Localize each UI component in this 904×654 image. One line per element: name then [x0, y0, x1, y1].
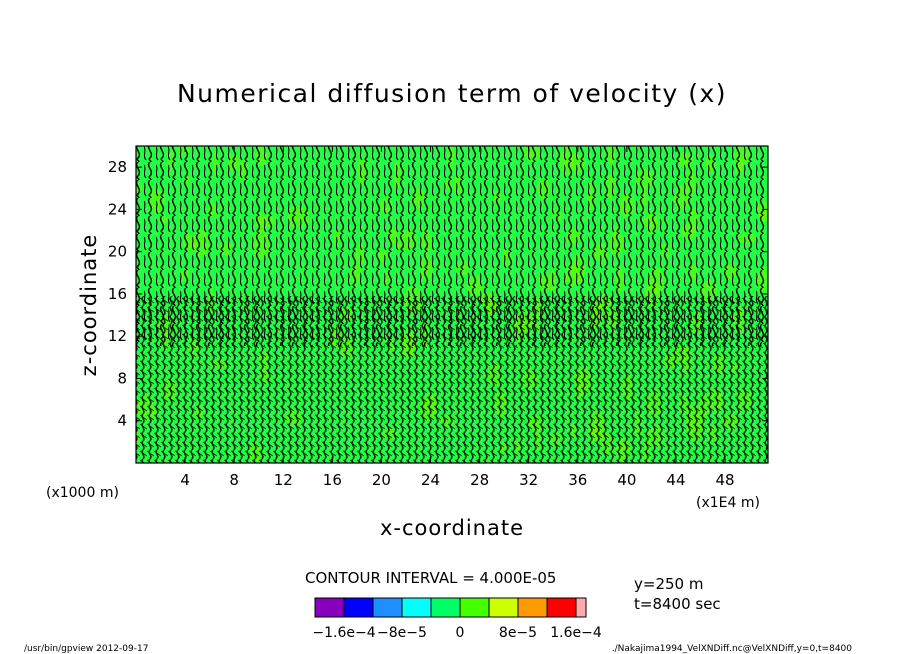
colorbar-label: 1.6e−4: [550, 625, 602, 641]
colorbar-cell: [314, 597, 345, 618]
y-tick-label: 8: [117, 369, 127, 387]
plot-area: [136, 146, 768, 463]
y-axis-label: z-coordinate: [77, 234, 101, 377]
chart-title: Numerical diffusion term of velocity (x): [177, 79, 727, 108]
colorbar-label: −8e−5: [377, 625, 427, 641]
x-tick-label: 32: [519, 471, 538, 489]
colorbar-cell: [575, 597, 587, 618]
x-tick-label: 44: [666, 471, 685, 489]
x-tick-label: 36: [568, 471, 587, 489]
colorbar-cell: [546, 597, 577, 618]
x-tick-label: 24: [421, 471, 440, 489]
colorbar-label: 0: [456, 625, 465, 641]
colorbar-cell: [517, 597, 548, 618]
y-tick-label: 20: [108, 243, 127, 261]
colorbar-cell: [401, 597, 432, 618]
x-tick-label: 28: [470, 471, 489, 489]
x-tick-label: 40: [617, 471, 636, 489]
x-tick-label: 4: [180, 471, 190, 489]
info-line-t: t=8400 sec: [634, 595, 721, 613]
x-unit-right: (x1E4 m): [696, 495, 760, 511]
x-unit-left: (x1000 m): [46, 485, 119, 501]
x-tick-label: 12: [274, 471, 293, 489]
x-tick-label: 20: [372, 471, 391, 489]
colorbar-cell: [488, 597, 519, 618]
x-tick-label: 48: [716, 471, 735, 489]
colorbar-labels: −1.6e−4 −8e−5 0 8e−5 1.6e−4: [312, 625, 601, 641]
colorbar-cell: [343, 597, 374, 618]
colorbar-cell: [372, 597, 403, 618]
footer-left: /usr/bin/gpview 2012-09-17: [24, 644, 148, 654]
colorbar-cell: [459, 597, 490, 618]
y-tick-label: 28: [108, 158, 127, 176]
y-tick-label: 12: [108, 327, 127, 345]
y-axis-ticks: 4 8 12 16 20 24 28: [108, 158, 768, 430]
y-tick-label: 24: [108, 200, 127, 218]
colorbar-label: −1.6e−4: [312, 625, 375, 641]
contour-lines-dense: [136, 296, 768, 463]
colorbar-label: 8e−5: [499, 625, 537, 641]
x-axis-label: x-coordinate: [380, 516, 524, 540]
x-tick-label: 16: [323, 471, 342, 489]
colorbar: [314, 597, 587, 618]
y-tick-label: 16: [108, 285, 127, 303]
x-tick-label: 8: [229, 471, 239, 489]
colorbar-cell: [430, 597, 461, 618]
plot-frame: [135, 145, 769, 464]
footer-right: ./Nakajima1994_VelXNDiff.nc@VelXNDiff,y=…: [612, 644, 853, 654]
contour-interval: CONTOUR INTERVAL = 4.000E-05: [305, 569, 556, 587]
x-axis-ticks: 4 8 12 16 20 24 28 32 36 40 44 48: [180, 146, 735, 489]
y-tick-label: 4: [117, 412, 127, 430]
info-line-y: y=250 m: [634, 575, 703, 593]
